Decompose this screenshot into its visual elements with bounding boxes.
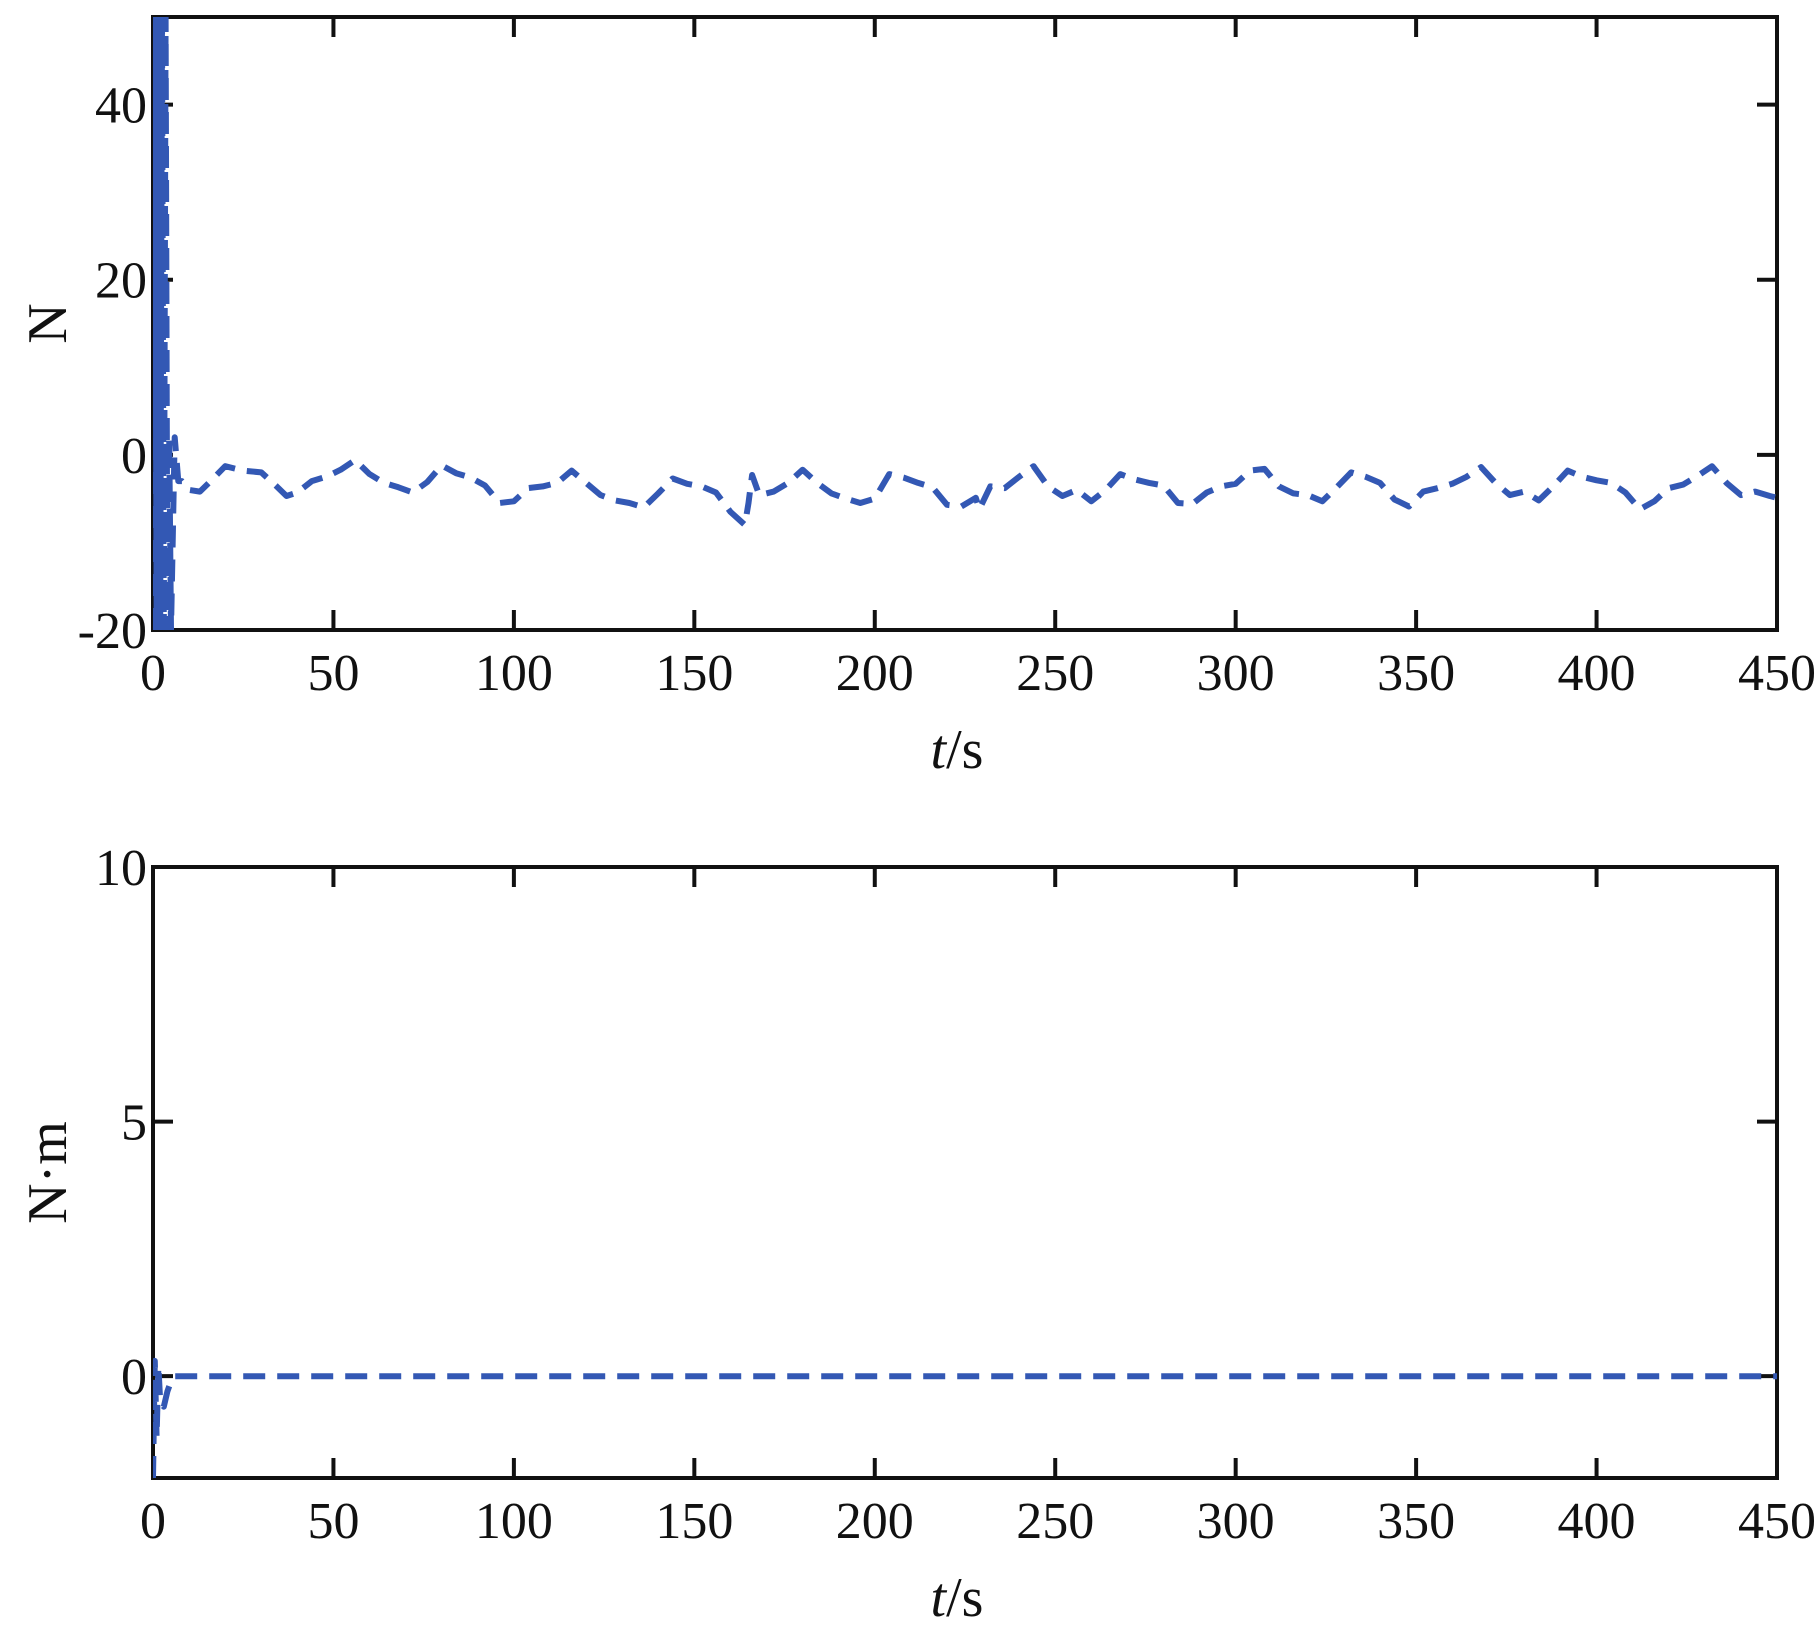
x-tick-label: 150	[655, 1493, 733, 1550]
x-tick-label: 400	[1558, 1493, 1636, 1550]
x-tick-label: 0	[140, 645, 166, 702]
series-line	[153, 17, 1777, 630]
y-tick-label: 40	[95, 78, 147, 135]
x-tick-label: 450	[1738, 645, 1816, 702]
x-tick-label: 300	[1197, 1493, 1275, 1550]
y-tick-label: 10	[95, 840, 147, 897]
x-tick-label: 50	[307, 645, 359, 702]
y-tick-label: 5	[121, 1095, 147, 1152]
x-tick-label: 350	[1377, 645, 1455, 702]
y-tick-label: 20	[95, 253, 147, 310]
x-axis-label: t/s	[931, 719, 984, 781]
plot-frame	[151, 865, 1779, 1480]
x-tick-label: 50	[307, 1493, 359, 1550]
y-tick-label: 0	[121, 1349, 147, 1406]
x-tick-label: 250	[1016, 1493, 1094, 1550]
x-tick-label: 250	[1016, 645, 1094, 702]
x-tick-label: 200	[836, 1493, 914, 1550]
y-axis-label: N	[17, 303, 79, 343]
x-axis-label: t/s	[931, 1567, 984, 1629]
chart-torque: 0 50 100 150 200 250 300 350 400 450 0 5 10 t/s N·m	[17, 840, 1816, 1629]
series-line	[153, 1357, 1777, 1478]
y-tick-label: 0	[121, 428, 147, 485]
x-tick-label: 200	[836, 645, 914, 702]
x-tick-label: 450	[1738, 1493, 1816, 1550]
x-tick-label: 100	[475, 1493, 553, 1550]
y-axis-label: N·m	[17, 1121, 79, 1224]
x-tick-label: 100	[475, 645, 553, 702]
x-tick-label: 350	[1377, 1493, 1455, 1550]
x-tick-label: 150	[655, 645, 733, 702]
x-tick-label: 300	[1197, 645, 1275, 702]
y-tick-label: -20	[78, 603, 147, 660]
x-tick-label: 400	[1558, 645, 1636, 702]
x-tick-label: 0	[140, 1493, 166, 1550]
plot-frame	[151, 15, 1779, 632]
